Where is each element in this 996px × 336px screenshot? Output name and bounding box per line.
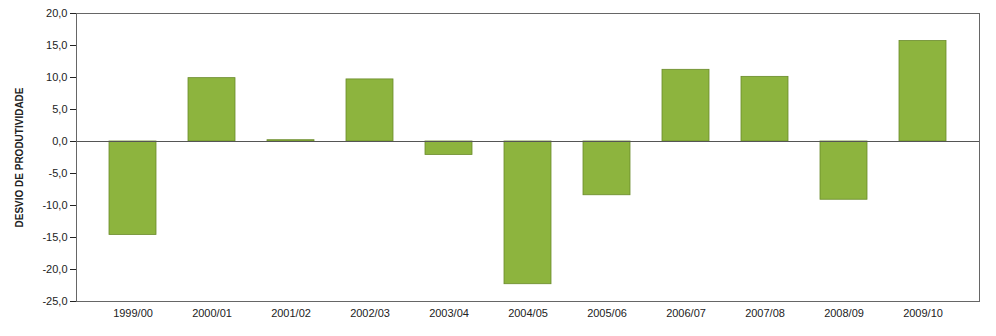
svg-text:0,0: 0,0: [52, 135, 67, 147]
svg-text:2005/06: 2005/06: [587, 307, 627, 319]
svg-text:2002/03: 2002/03: [350, 307, 390, 319]
svg-text:-10,0: -10,0: [42, 199, 67, 211]
svg-text:-15,0: -15,0: [42, 231, 67, 243]
svg-text:20,0: 20,0: [46, 7, 67, 19]
svg-text:2000/01: 2000/01: [192, 307, 232, 319]
svg-text:2008/09: 2008/09: [824, 307, 864, 319]
svg-text:1999/00: 1999/00: [113, 307, 153, 319]
svg-text:DESVIO DE PRODUTIVIDADE: DESVIO DE PRODUTIVIDADE: [14, 87, 25, 227]
svg-text:2009/10: 2009/10: [903, 307, 943, 319]
svg-text:2006/07: 2006/07: [666, 307, 706, 319]
svg-text:-25,0: -25,0: [42, 295, 67, 307]
svg-text:2007/08: 2007/08: [745, 307, 785, 319]
svg-text:-20,0: -20,0: [42, 263, 67, 275]
svg-text:2001/02: 2001/02: [271, 307, 311, 319]
svg-text:5,0: 5,0: [52, 103, 67, 115]
svg-text:2004/05: 2004/05: [508, 307, 548, 319]
svg-text:2003/04: 2003/04: [429, 307, 469, 319]
svg-text:15,0: 15,0: [46, 39, 67, 51]
svg-text:10,0: 10,0: [46, 71, 67, 83]
svg-text:-5,0: -5,0: [49, 167, 68, 179]
